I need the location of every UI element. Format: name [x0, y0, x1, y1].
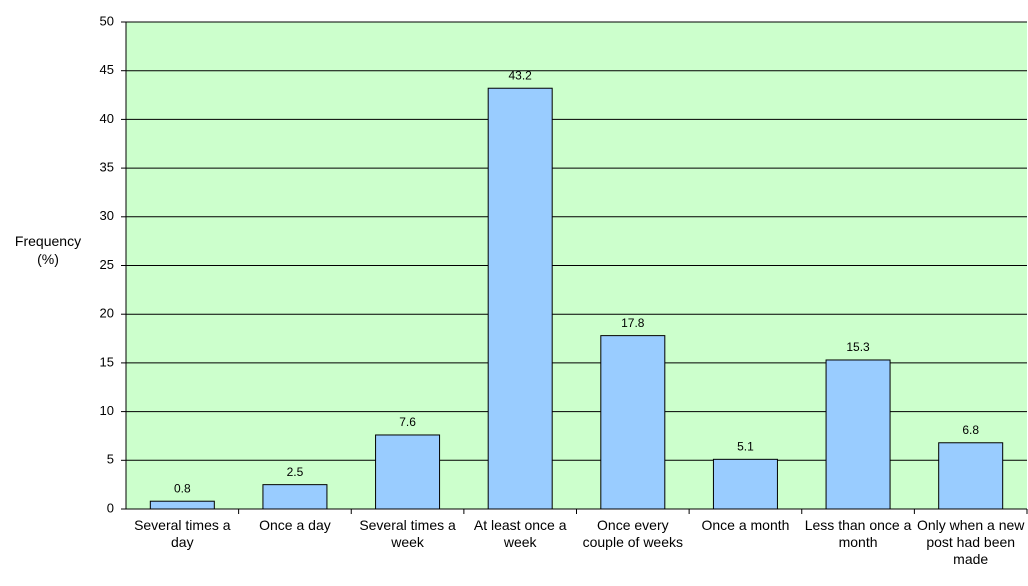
x-tick-label: Only when a new post had been made	[916, 517, 1025, 567]
x-tick-label: Once every couple of weeks	[582, 517, 684, 550]
y-tick-label: 15	[100, 354, 114, 369]
y-tick-label: 30	[100, 208, 114, 223]
bar	[938, 442, 1004, 510]
x-tick-label: Less than once a month	[804, 517, 912, 550]
y-tick-label: 5	[107, 452, 114, 467]
bar	[600, 335, 666, 510]
bar	[149, 500, 215, 510]
bar	[712, 458, 778, 510]
data-label: 17.8	[621, 316, 645, 330]
data-label: 6.8	[962, 423, 979, 437]
y-axis-label: Frequency (%)	[14, 233, 82, 267]
x-tick-label: At least once a week	[473, 517, 567, 550]
y-tick-label: 0	[107, 500, 114, 515]
data-label: 15.3	[846, 340, 870, 354]
data-label: 43.2	[509, 68, 533, 82]
x-tick-label: Once a day	[259, 517, 331, 533]
data-label: 7.6	[399, 415, 416, 429]
data-label: 5.1	[737, 439, 754, 453]
x-tick-label: Several times a week	[359, 517, 456, 550]
y-tick-label: 50	[100, 13, 114, 28]
x-tick-label: Once a month	[701, 517, 790, 533]
bar	[487, 87, 553, 510]
y-tick-label: 40	[100, 111, 114, 126]
y-tick-label: 10	[100, 403, 114, 418]
data-label: 0.8	[174, 481, 191, 495]
y-tick-label: 35	[100, 160, 114, 175]
bar	[375, 434, 441, 510]
x-tick-label: Several times a day	[134, 517, 231, 550]
bar	[262, 484, 328, 510]
y-tick-label: 20	[100, 306, 114, 321]
y-tick-label: 25	[100, 257, 114, 272]
data-label: 2.5	[287, 465, 304, 479]
bar	[825, 359, 891, 510]
y-tick-label: 45	[100, 62, 114, 77]
